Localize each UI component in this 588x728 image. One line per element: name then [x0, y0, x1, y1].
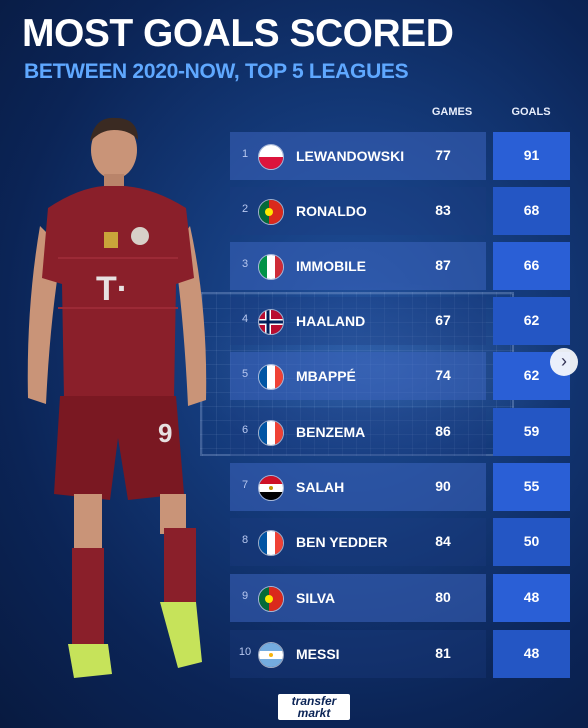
table-row: 10 MESSI 81 48 — [230, 630, 570, 680]
games-value: 67 — [435, 312, 451, 328]
goals-cell-background — [493, 408, 570, 456]
games-value: 84 — [435, 533, 451, 549]
rank-number: 4 — [241, 313, 249, 325]
svg-text:T·: T· — [96, 270, 128, 308]
games-value: 83 — [435, 202, 451, 218]
player-name: MESSI — [296, 646, 340, 662]
player-name: BEN YEDDER — [296, 534, 388, 550]
france-flag-icon — [258, 530, 284, 556]
argentina-flag-icon — [258, 642, 284, 668]
goals-value: 50 — [523, 533, 540, 549]
goals-value: 62 — [523, 367, 540, 383]
player-name: LEWANDOWSKI — [296, 148, 405, 164]
games-value: 90 — [435, 478, 451, 494]
chevron-right-icon: › — [561, 351, 567, 371]
games-column-header: GAMES — [431, 106, 473, 118]
goals-column-header: GOALS — [511, 106, 551, 118]
player-name: SALAH — [296, 479, 345, 495]
rank-number: 6 — [241, 424, 249, 436]
page-subtitle: BETWEEN 2020-NOW, TOP 5 LEAGUES — [24, 60, 409, 83]
table-row: 5 MBAPPÉ 74 62 — [230, 352, 570, 402]
portugal-flag-icon — [258, 586, 284, 612]
goals-cell-background — [493, 574, 570, 622]
table-row: 3 IMMOBILE 87 66 — [230, 242, 570, 292]
rank-number: 1 — [241, 148, 249, 160]
france-flag-icon — [258, 364, 284, 390]
rank-number: 8 — [241, 534, 249, 546]
svg-text:9: 9 — [158, 418, 172, 448]
goals-cell-background — [493, 630, 570, 678]
goals-cell-background — [493, 463, 570, 511]
goals-value: 59 — [523, 423, 540, 439]
france-flag-icon — [258, 420, 284, 446]
egypt-flag-icon — [258, 475, 284, 501]
goals-value: 66 — [523, 257, 540, 273]
rank-number: 2 — [241, 203, 249, 215]
games-value: 87 — [435, 257, 451, 273]
goals-value: 55 — [523, 478, 540, 494]
games-value: 80 — [435, 589, 451, 605]
goals-cell-background — [493, 132, 570, 180]
table-row: 6 BENZEMA 86 59 — [230, 408, 570, 458]
table-row: 7 SALAH 90 55 — [230, 463, 570, 513]
transfermarkt-logo: transfer markt — [278, 694, 350, 720]
games-value: 77 — [435, 147, 451, 163]
player-name: IMMOBILE — [296, 258, 366, 274]
poland-flag-icon — [258, 144, 284, 170]
player-photo: T· 9 — [27, 117, 207, 678]
table-row: 9 SILVA 80 48 — [230, 574, 570, 624]
goals-value: 48 — [523, 645, 540, 661]
goals-cell-background — [493, 518, 570, 566]
table-row: 4 HAALAND 67 62 — [230, 297, 570, 347]
player-name: HAALAND — [296, 313, 366, 329]
rank-number: 10 — [238, 646, 252, 658]
page-title: MOST GOALS SCORED — [22, 12, 454, 55]
next-slide-button[interactable]: › — [550, 348, 578, 376]
goals-cell-background — [493, 187, 570, 235]
rank-number: 9 — [241, 590, 249, 602]
norway-flag-icon — [258, 309, 284, 335]
rank-number: 3 — [241, 258, 249, 270]
goals-value: 91 — [523, 147, 540, 163]
games-value: 86 — [435, 423, 451, 439]
goals-value: 48 — [523, 589, 540, 605]
goals-value: 68 — [523, 202, 540, 218]
goals-cell-background — [493, 297, 570, 345]
portugal-flag-icon — [258, 199, 284, 225]
rank-number: 7 — [241, 479, 249, 491]
rank-number: 5 — [241, 368, 249, 380]
table-row: 2 RONALDO 83 68 — [230, 187, 570, 237]
table-row: 1 LEWANDOWSKI 77 91 — [230, 132, 570, 182]
games-value: 81 — [435, 645, 451, 661]
goals-value: 62 — [523, 312, 540, 328]
italy-flag-icon — [258, 254, 284, 280]
player-name: MBAPPÉ — [296, 368, 356, 384]
table-row: 8 BEN YEDDER 84 50 — [230, 518, 570, 568]
player-name: SILVA — [296, 590, 336, 606]
goals-cell-background — [493, 242, 570, 290]
player-name: BENZEMA — [296, 424, 366, 440]
player-name: RONALDO — [296, 203, 367, 219]
games-value: 74 — [435, 367, 451, 383]
